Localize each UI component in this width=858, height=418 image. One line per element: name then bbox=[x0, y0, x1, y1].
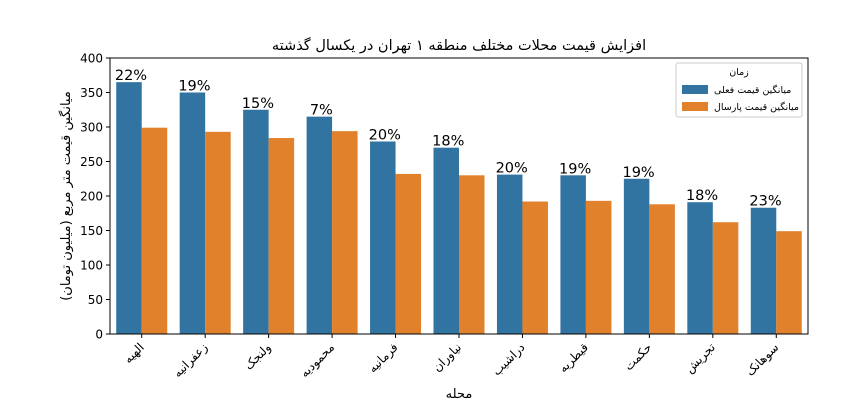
percent-annotation-2: 15% bbox=[242, 96, 274, 112]
x-tick-label-7: قیطریه bbox=[556, 340, 592, 376]
x-tick-label-4: فرمانیه bbox=[365, 340, 401, 376]
bar-current-5 bbox=[433, 147, 459, 334]
bars-layer bbox=[116, 82, 802, 335]
bar-current-7 bbox=[560, 175, 586, 334]
bar-last-year-2 bbox=[268, 138, 295, 334]
y-tick-label-6: 300 bbox=[80, 121, 103, 135]
bar-current-0 bbox=[116, 82, 142, 335]
percent-annotation-0: 22% bbox=[115, 68, 147, 84]
legend-swatch-current bbox=[682, 85, 708, 94]
bar-last-year-1 bbox=[205, 131, 231, 334]
bar-current-1 bbox=[179, 92, 206, 334]
bar-current-2 bbox=[243, 109, 269, 334]
bar-last-year-6 bbox=[522, 201, 548, 334]
y-tick-label-7: 350 bbox=[80, 86, 103, 100]
legend-swatch-last-year bbox=[682, 102, 708, 111]
x-tick-label-1: زعفرانیه bbox=[170, 340, 211, 381]
y-axis-label: میانگین قیمت متر مربع (میلیون تومان) bbox=[58, 91, 74, 301]
percent-annotation-3: 7% bbox=[310, 103, 333, 119]
x-axis-ticks: الهیه زعفرانیه ولنجک محمودیه فرمانیه نیاوران د… bbox=[121, 334, 782, 381]
bar-last-year-4 bbox=[395, 173, 422, 334]
bar-last-year-0 bbox=[141, 127, 168, 334]
x-tick-label-9: تجریش bbox=[682, 340, 718, 376]
percent-annotation-1: 19% bbox=[178, 79, 210, 95]
percent-annotation-9: 18% bbox=[686, 188, 718, 204]
bar-current-10 bbox=[750, 207, 777, 334]
x-tick-label-6: دراشیب bbox=[489, 340, 528, 379]
x-tick-label-8: حکمت bbox=[621, 340, 654, 373]
y-tick-label-0: 0 bbox=[95, 328, 103, 342]
percent-annotations: 22% 19% 15% 7% 20% 18% 20% 19% 19% 18% 23% bbox=[115, 68, 782, 210]
bar-last-year-7 bbox=[585, 200, 612, 334]
bar-current-6 bbox=[496, 174, 523, 334]
x-axis-label: محله bbox=[446, 387, 473, 402]
bar-last-year-10 bbox=[776, 231, 802, 334]
percent-annotation-10: 23% bbox=[749, 194, 781, 210]
bar-current-9 bbox=[687, 202, 713, 334]
percent-annotation-8: 19% bbox=[622, 165, 654, 181]
y-tick-label-3: 150 bbox=[80, 224, 103, 238]
legend-title: زمان bbox=[729, 67, 749, 78]
percent-annotation-5: 18% bbox=[432, 134, 464, 150]
legend: زمان میانگین قیمت فعلی میانگین قیمت پارس… bbox=[675, 62, 803, 118]
x-tick-label-10: سوهانک bbox=[743, 340, 782, 379]
x-tick-label-3: محمودیه bbox=[297, 340, 338, 381]
bar-last-year-5 bbox=[459, 175, 485, 334]
x-tick-label-2: ولنجک bbox=[242, 340, 275, 373]
x-tick-label-5: نیاوران bbox=[430, 340, 465, 375]
percent-annotation-4: 20% bbox=[369, 127, 401, 143]
bar-last-year-9 bbox=[712, 222, 739, 334]
chart-title: افزایش قیمت محلات مختلف منطقه ۱ تهران در… bbox=[272, 37, 646, 54]
legend-label-last-year: میانگین قیمت پارسال bbox=[714, 101, 799, 113]
bar-current-4 bbox=[370, 141, 396, 334]
y-tick-label-2: 100 bbox=[80, 259, 103, 273]
bar-last-year-8 bbox=[649, 204, 675, 334]
y-tick-label-8: 400 bbox=[80, 52, 103, 66]
y-tick-label-1: 50 bbox=[88, 293, 103, 307]
bar-current-3 bbox=[306, 116, 333, 335]
x-tick-label-0: الهیه bbox=[121, 340, 147, 366]
bar-last-year-3 bbox=[332, 131, 358, 334]
percent-annotation-7: 19% bbox=[559, 161, 591, 177]
percent-annotation-6: 20% bbox=[496, 161, 528, 177]
y-tick-label-4: 200 bbox=[80, 190, 103, 204]
y-tick-label-5: 250 bbox=[80, 155, 103, 169]
bar-current-8 bbox=[623, 178, 650, 334]
legend-label-current: میانگین قیمت فعلی bbox=[714, 84, 791, 96]
y-axis-ticks: 0 50 100 150 200 250 300 350 400 bbox=[80, 52, 110, 342]
